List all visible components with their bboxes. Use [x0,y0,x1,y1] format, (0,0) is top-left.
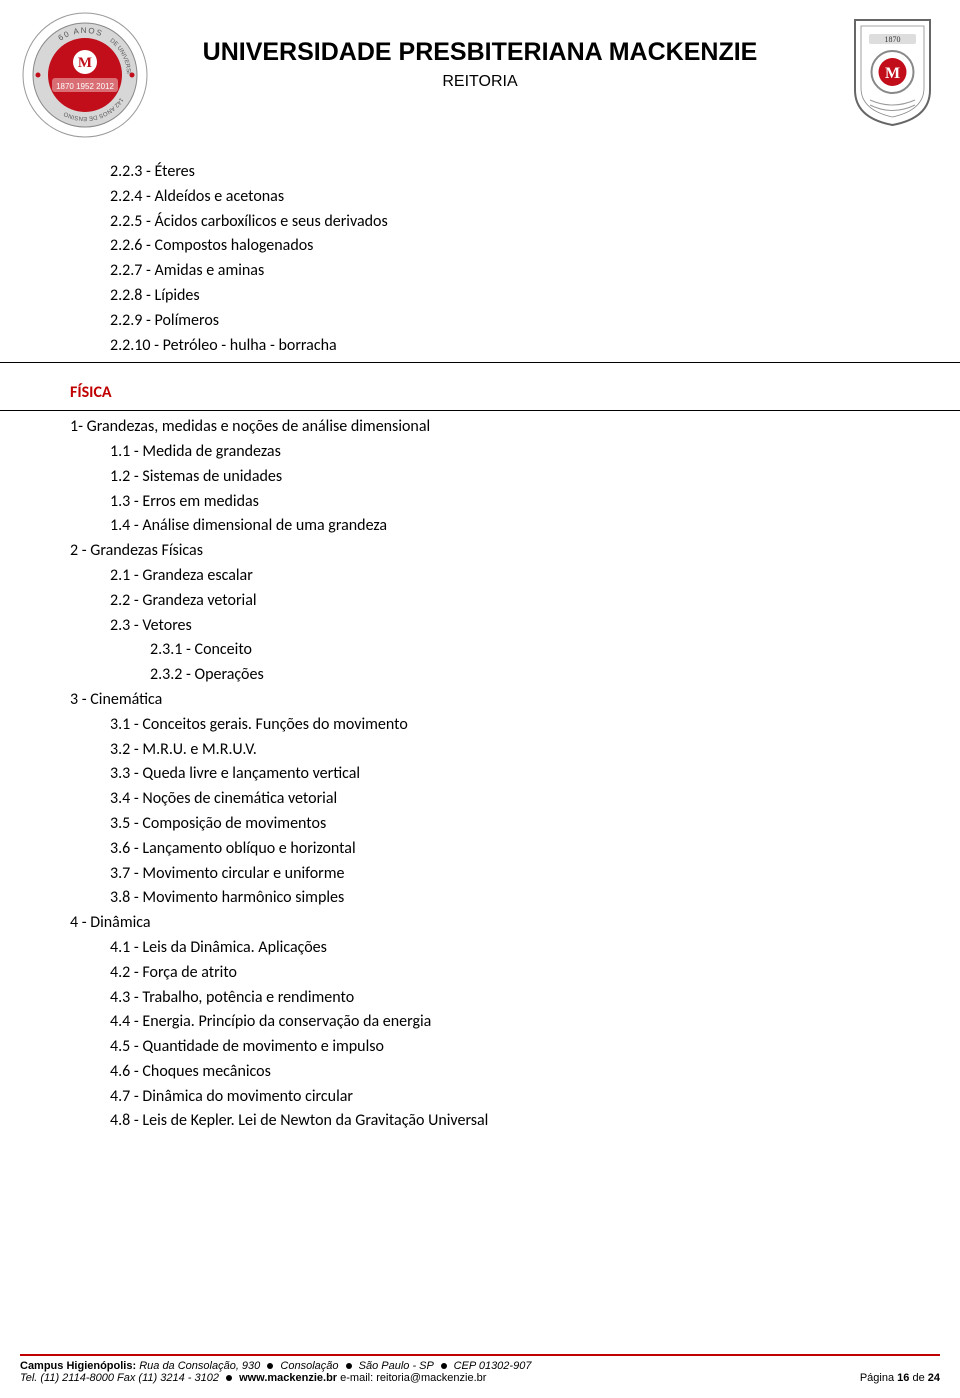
campus-label: Campus [20,1360,63,1372]
list-item: 1.3 - Erros em medidas [70,490,890,515]
footer-street: Rua da Consolação, 930 [139,1360,263,1372]
footer-address: Campus Higienópolis: Rua da Consolação, … [20,1360,940,1372]
footer-district: Consolação [280,1360,341,1372]
list-item: 2.3 - Vetores [70,614,890,639]
bullet-icon [346,1363,352,1369]
list-item: 4.3 - Trabalho, potência e rendimento [70,986,890,1011]
list-item: 4.4 - Energia. Princípio da conservação … [70,1010,890,1035]
list-item: 4.6 - Choques mecânicos [70,1060,890,1085]
list-item: 1.4 - Análise dimensional de uma grandez… [70,514,890,539]
page-of: de [909,1372,927,1384]
logo-center-letter: M [78,55,92,71]
list-item: 2.3.2 - Operações [70,663,890,688]
list-item: 3.2 - M.R.U. e M.R.U.V. [70,738,890,763]
list-item: 3.8 - Movimento harmônico simples [70,886,890,911]
footer-site: www.mackenzie.br [239,1372,337,1384]
page-footer: Campus Higienópolis: Rua da Consolação, … [20,1354,940,1384]
page-prefix: Página [860,1372,897,1384]
footer-tel: Tel. (11) 2114-8000 Fax (11) 3214 - 3102 [20,1372,222,1384]
footer-contact: Tel. (11) 2114-8000 Fax (11) 3214 - 3102… [20,1372,860,1384]
logo-right: 1870 M [845,10,940,130]
svg-text:1870: 1870 [885,35,901,44]
section-heading-fisica: FÍSICA [70,381,890,406]
list-item: 4.2 - Força de atrito [70,961,890,986]
footer-email: e-mail: reitoria@mackenzie.br [340,1372,486,1384]
list-item: 4.7 - Dinâmica do movimento circular [70,1085,890,1110]
list-item: 2 - Grandezas Físicas [70,539,890,564]
list-item: 2.2.9 - Polímeros [110,309,890,334]
footer-cep: CEP 01302-907 [454,1360,532,1372]
page-total: 24 [928,1372,940,1384]
logo-left: M 1870 1952 2012 60 ANOS DE UNIVERSIDADE… [20,10,150,140]
list-item: 1.2 - Sistemas de unidades [70,465,890,490]
section-divider [0,410,960,411]
list-item: 4 - Dinâmica [70,911,890,936]
list-item: 4.8 - Leis de Kepler. Lei de Newton da G… [70,1109,890,1134]
campus-name: Higienópolis: [66,1360,136,1372]
bullet-icon [267,1363,273,1369]
list-item: 3.1 - Conceitos gerais. Funções do movim… [70,713,890,738]
list-item: 2.2.5 - Ácidos carboxílicos e seus deriv… [110,210,890,235]
list-item: 4.5 - Quantidade de movimento e impulso [70,1035,890,1060]
footer-city: São Paulo - SP [359,1360,437,1372]
list-item: 1- Grandezas, medidas e noções de anális… [70,415,890,440]
page-header: M 1870 1952 2012 60 ANOS DE UNIVERSIDADE… [0,0,960,140]
list-item: 3.4 - Noções de cinemática vetorial [70,787,890,812]
list-item: 3.5 - Composição de movimentos [70,812,890,837]
list-item: 3 - Cinemática [70,688,890,713]
svg-text:1870 1952 2012: 1870 1952 2012 [56,82,114,91]
svg-text:M: M [885,65,900,82]
list-item: 2.2.8 - Lípides [110,284,890,309]
bullet-icon [441,1363,447,1369]
list-item: 2.2 - Grandeza vetorial [70,589,890,614]
list-item: 1.1 - Medida de grandezas [70,440,890,465]
list-item: 2.2.6 - Compostos halogenados [110,234,890,259]
list-item: 2.2.4 - Aldeídos e acetonas [110,185,890,210]
document-body: 2.2.3 - Éteres 2.2.4 - Aldeídos e aceton… [0,140,960,1134]
list-item: 2.1 - Grandeza escalar [70,564,890,589]
page-number: 16 [897,1372,909,1384]
fisica-list: 1- Grandezas, medidas e noções de anális… [70,415,890,1134]
bullet-icon [226,1375,232,1381]
list-item: 2.2.10 - Petróleo - hulha - borracha [110,334,890,359]
list-item: 3.7 - Movimento circular e uniforme [70,862,890,887]
list-item: 2.2.7 - Amidas e aminas [110,259,890,284]
list-item: 4.1 - Leis da Dinâmica. Aplicações [70,936,890,961]
pre-list: 2.2.3 - Éteres 2.2.4 - Aldeídos e aceton… [70,160,890,358]
list-item: 2.3.1 - Conceito [70,638,890,663]
list-item: 2.2.3 - Éteres [110,160,890,185]
list-item: 3.3 - Queda livre e lançamento vertical [70,762,890,787]
footer-pagination: Página 16 de 24 [860,1372,940,1384]
section-divider [0,362,960,363]
list-item: 3.6 - Lançamento oblíquo e horizontal [70,837,890,862]
